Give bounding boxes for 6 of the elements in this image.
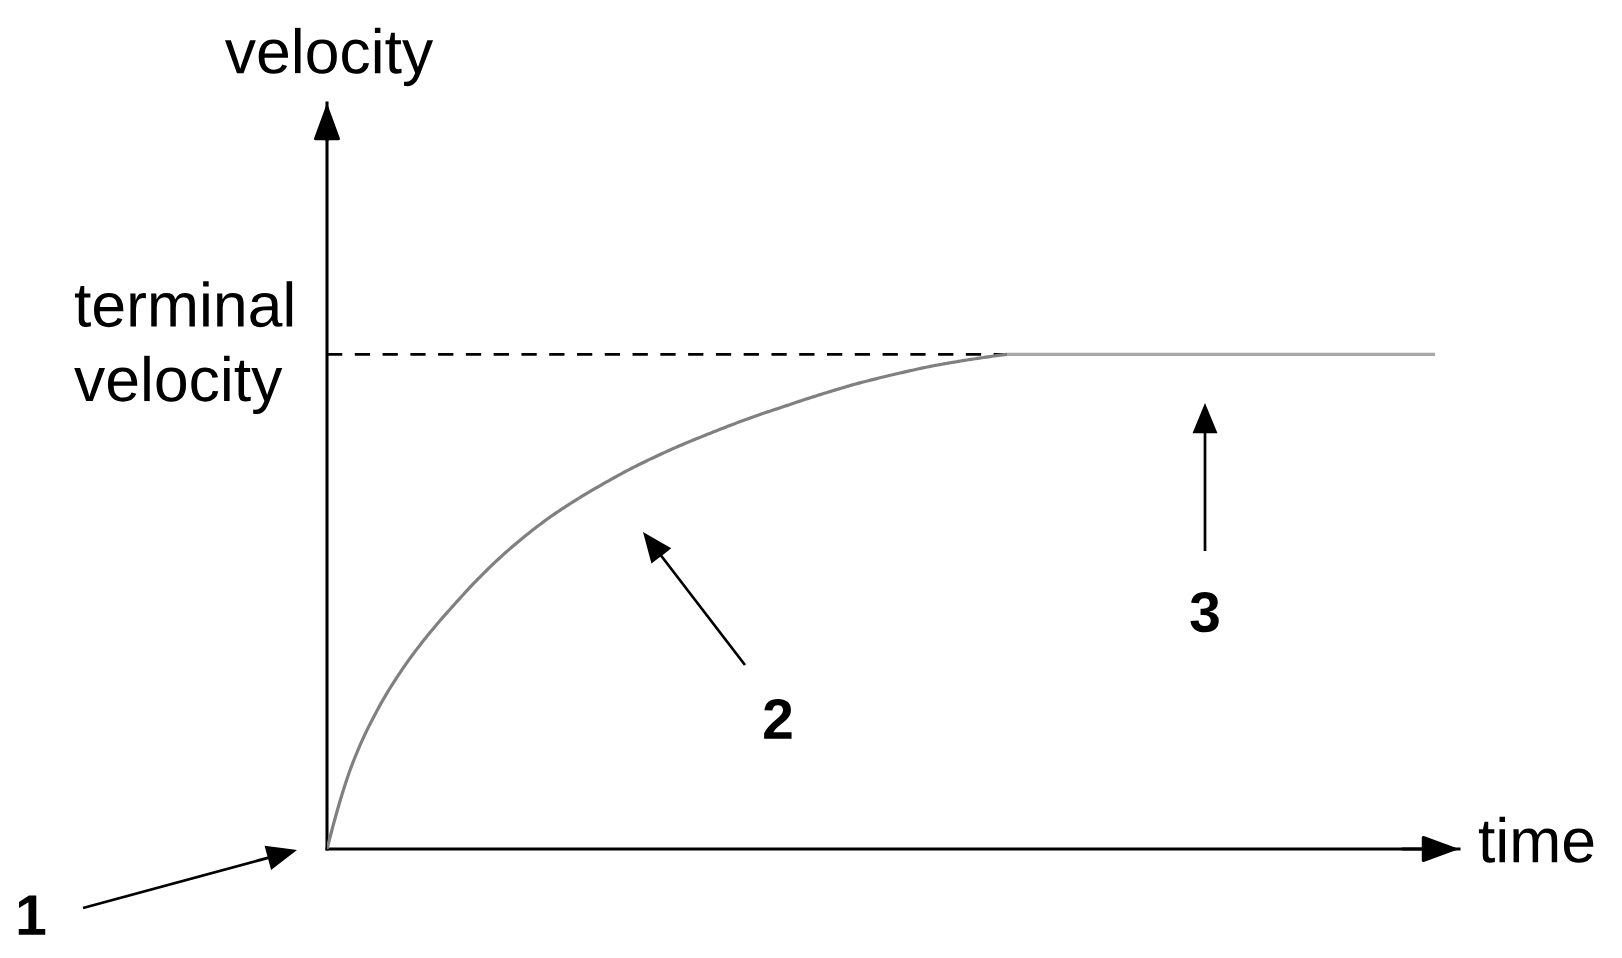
annotation: 3 — [1190, 591, 1219, 633]
ref-line-label: terminal velocity — [74, 281, 293, 415]
text: 1 — [18, 895, 46, 935]
x-axis-title: time — [1478, 816, 1594, 863]
y-axis-title: velocity — [225, 27, 434, 87]
annotation: 2 — [764, 698, 792, 739]
